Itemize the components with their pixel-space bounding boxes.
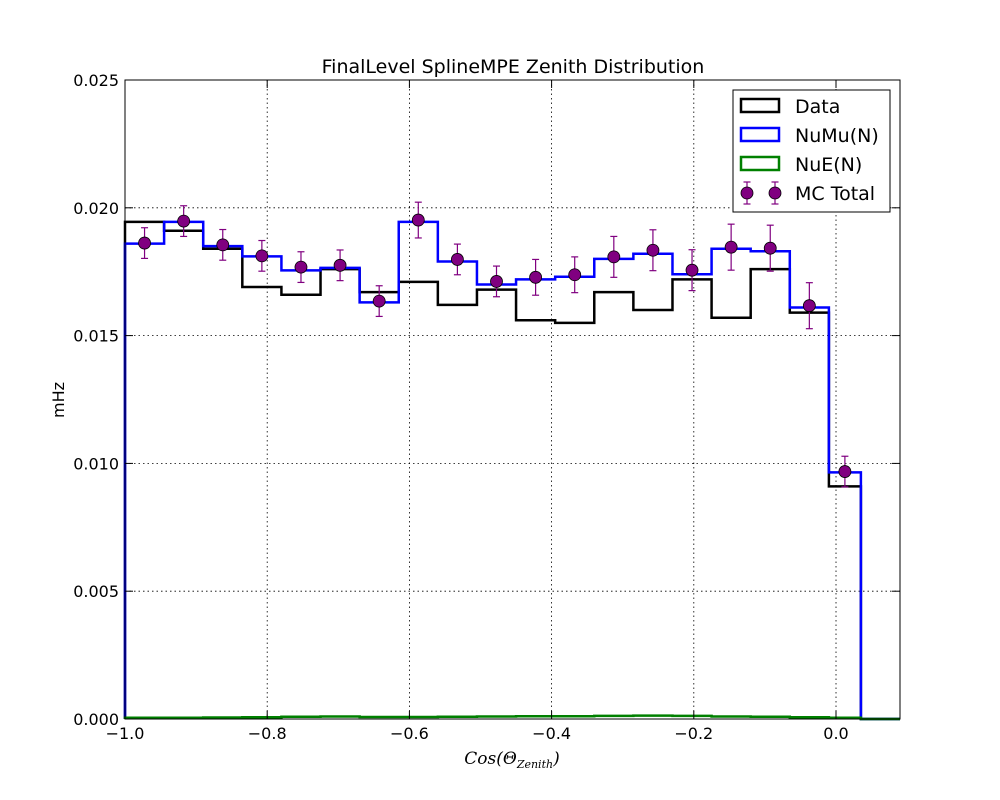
mc-total-point (490, 265, 503, 298)
y-tick-label: 0.020 (73, 199, 119, 218)
mc-total-marker (294, 260, 308, 274)
legend-marker (768, 186, 782, 200)
x-tick-label: −0.8 (248, 724, 287, 743)
legend-swatch (739, 126, 781, 143)
legend-swatch (739, 155, 781, 172)
x-tick-label: −0.2 (674, 724, 713, 743)
x-tick-label: 0.0 (823, 724, 848, 743)
x-tick-label: −1.0 (106, 724, 145, 743)
mc-total-point (450, 243, 464, 276)
mc-total-marker (838, 465, 852, 478)
legend-entry: MC Total (740, 181, 875, 205)
mc-total-point (685, 249, 699, 292)
legend-marker (740, 186, 754, 200)
y-tick-label: 0.005 (73, 582, 119, 601)
mc-total-point (802, 282, 816, 330)
legend-swatch (739, 97, 781, 114)
legend-entry: NuMu(N) (739, 125, 879, 147)
x-axis-label-base: Cos(Θ (464, 749, 517, 769)
series-nue-n-step-line (123, 714, 900, 721)
x-axis-label-close: ) (552, 749, 560, 769)
mc-total-marker (411, 213, 425, 227)
y-tick-label: 0.010 (73, 454, 119, 473)
chart-title: FinalLevel SplineMPE Zenith Distribution (322, 56, 705, 78)
mc-total-marker (490, 275, 503, 288)
y-tick-label: 0.025 (73, 71, 119, 90)
mc-total-point (294, 251, 308, 284)
mc-total-marker (255, 249, 269, 263)
mc-total-marker (568, 268, 582, 282)
mc-total-marker (333, 258, 347, 272)
mc-total-marker (138, 236, 151, 250)
mc-total-point (568, 256, 582, 294)
mc-total-marker (177, 214, 191, 228)
mc-total-marker (216, 238, 230, 252)
mc-total-marker (763, 241, 777, 255)
plot-series (123, 201, 900, 721)
y-axis: 0.000 0.005 0.010 0.015 0.020 0.025 (73, 71, 900, 729)
legend-frame (732, 89, 891, 213)
mc-total-point (216, 228, 230, 261)
mc-total-marker (529, 270, 543, 284)
mc-total-marker (724, 240, 738, 254)
mc-total-marker (685, 263, 699, 277)
mc-total-point (177, 205, 191, 238)
mc-total-point (138, 227, 151, 260)
mc-total-point (724, 223, 738, 271)
y-axis-label: mHz (49, 382, 68, 418)
legend-label: MC Total (795, 183, 875, 205)
mc-total-point (333, 249, 347, 282)
y-tick-label: 0.015 (73, 327, 119, 346)
legend-label: NuE(N) (795, 154, 862, 176)
mc-total-point (255, 239, 269, 272)
mc-total-point (607, 235, 621, 278)
plot-frame (124, 79, 901, 720)
mc-total-marker (802, 299, 816, 313)
mc-total-marker (646, 243, 660, 257)
x-tick-label: −0.6 (390, 724, 429, 743)
x-tick-label: −0.4 (532, 724, 571, 743)
mc-total-marker (450, 253, 464, 266)
series-data-step-line (123, 220, 900, 721)
legend-entry: Data (739, 96, 840, 118)
legend-entry: NuE(N) (739, 154, 862, 176)
series-numu-n-step-line (123, 220, 900, 721)
x-axis-label-subscript: Zenith (516, 758, 553, 771)
mc-total-point (372, 285, 386, 318)
mc-total-point (411, 201, 425, 239)
mc-total-point (646, 229, 660, 272)
mc-total-marker (372, 294, 386, 308)
legend: Data NuMu(N) NuE(N) MC Total (732, 89, 891, 213)
legend-label: NuMu(N) (795, 125, 879, 147)
mc-total-point (763, 224, 777, 272)
legend-label: Data (795, 96, 840, 118)
x-axis: −1.0 −0.8 −0.6 −0.4 −0.2 0.0 (106, 80, 849, 743)
y-tick-label: 0.000 (73, 710, 119, 729)
mc-total-point (838, 455, 852, 488)
mc-total-point (529, 258, 543, 296)
mc-total-marker (607, 250, 621, 264)
x-axis-label: Cos(ΘZenith) (464, 749, 559, 771)
